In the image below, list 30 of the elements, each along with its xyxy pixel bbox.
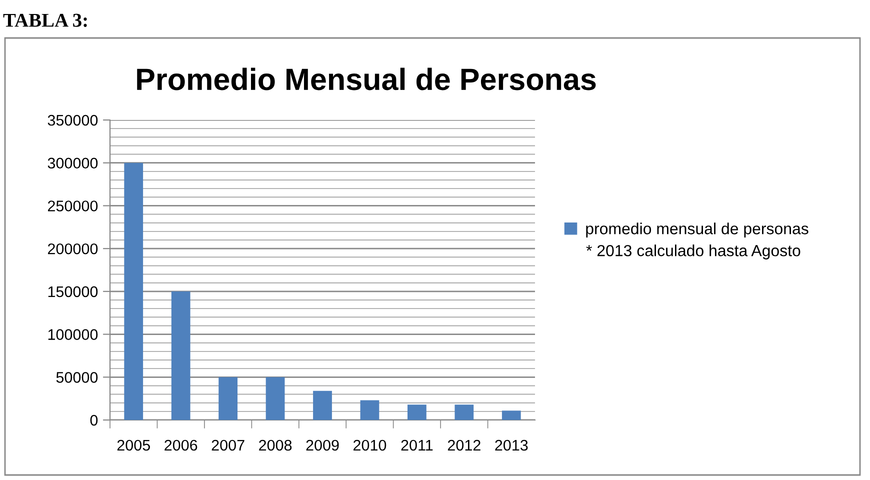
x-tick-label: 2005: [117, 440, 150, 451]
y-tick-label: 100000: [48, 329, 98, 340]
bar: [218, 377, 238, 420]
bar: [502, 410, 521, 420]
text: * 2013 calculado hasta Agosto: [586, 244, 800, 260]
x-tick-label: 2011: [401, 440, 433, 451]
x-tick-label: 2010: [354, 440, 386, 451]
legend-label: promedio mensual de personas: [586, 222, 808, 238]
y-tick-label: 200000: [48, 243, 98, 254]
y-tick-label: 350000: [48, 114, 98, 126]
bar: [454, 404, 474, 420]
x-tick-label: 2007: [212, 440, 244, 451]
bar: [171, 291, 190, 420]
bar: [360, 400, 380, 420]
bar: [313, 390, 332, 420]
y-tick-label: 300000: [48, 158, 98, 169]
bar: [124, 162, 144, 420]
x-tick-label: 2012: [448, 440, 480, 451]
text: TABLA 3:: [3, 14, 87, 27]
x-tick-label: 2013: [495, 440, 528, 451]
x-tick-label: 2008: [259, 440, 292, 451]
y-tick-label: 150000: [48, 286, 98, 298]
y-tick-label: 250000: [48, 200, 98, 212]
bar: [408, 404, 426, 420]
x-tick-label: 2006: [164, 440, 198, 451]
y-tick-label: 0: [90, 414, 98, 426]
chart-title: Promedio Mensual de Personas: [137, 68, 596, 90]
bar: [266, 377, 285, 420]
x-tick-label: 2009: [306, 440, 339, 451]
y-tick-label: 50000: [56, 372, 98, 383]
